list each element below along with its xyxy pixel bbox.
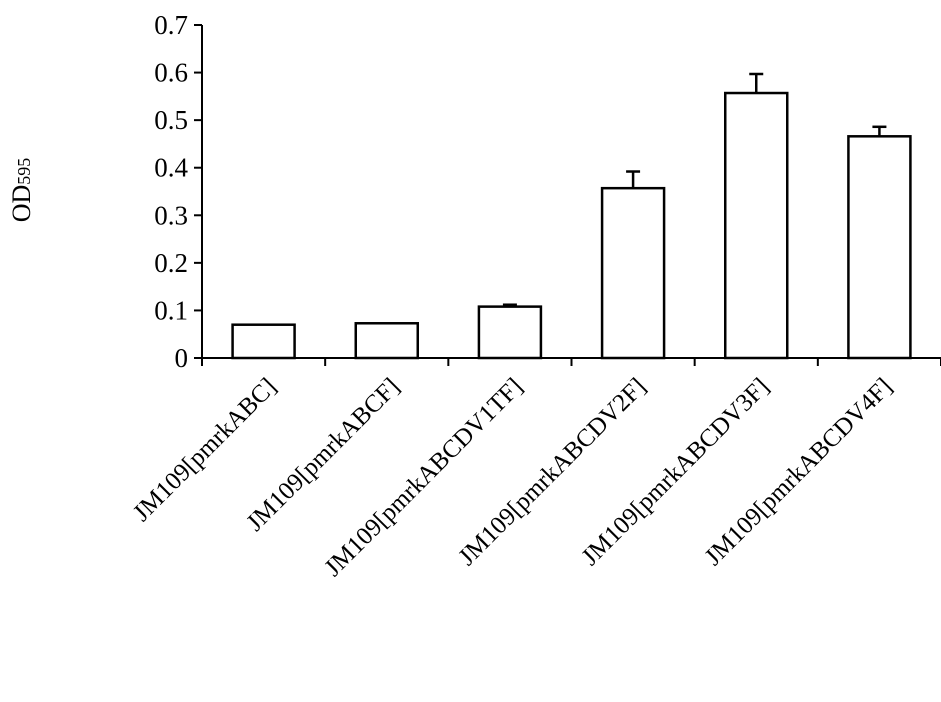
bar: [847, 135, 912, 360]
y-axis-label: OD595: [7, 158, 36, 223]
bar: [724, 91, 789, 360]
error-bars: [502, 72, 887, 307]
x-axis: [201, 357, 941, 366]
y-axis-label-sub: 595: [14, 158, 34, 185]
y-tick-label: 0.2: [154, 248, 188, 278]
y-tick-label: 0.1: [154, 295, 188, 325]
category-labels: JM109[pmrkABC]JM109[pmrkABCF]JM109[pmrkA…: [128, 373, 897, 582]
y-tick-label: 0.5: [154, 105, 188, 135]
y-tick-label: 0: [175, 343, 189, 373]
y-axis: 0 0.1 0.2 0.3 0.4 0.5 0.6 0.7: [154, 10, 203, 373]
bar: [600, 186, 666, 360]
y-axis-label-main: OD: [7, 185, 36, 223]
y-tick-label: 0.3: [154, 200, 188, 230]
y-tick-label: 0.7: [154, 10, 188, 40]
bars: [231, 91, 912, 360]
bar: [231, 323, 296, 360]
y-tick-label: 0.4: [154, 153, 188, 183]
y-tick-label: 0.6: [154, 58, 188, 88]
bar: [354, 322, 419, 360]
bar: [477, 305, 543, 360]
category-label: JM109[pmrkABCDV1TF]: [320, 373, 529, 582]
